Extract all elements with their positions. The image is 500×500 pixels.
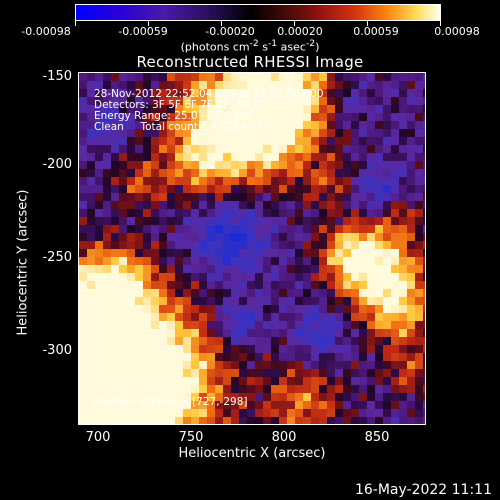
colorbar-tick-label: -0.00059 [118,25,168,38]
x-tick-label: 800 [271,430,297,445]
colorbar-tick-label: -0.00098 [21,25,71,38]
detectors-text: Detectors: 3F 5F 6F 7F 8F, Att 0 [94,99,261,111]
colorbar [75,4,441,21]
colorbar-tick-mark [367,21,368,26]
colorbar-tick-mark [221,21,222,26]
footer-timestamp: 16-May-2022 11:11 [354,482,492,498]
colorbar-tick-mark [75,21,76,26]
colorbar-tick-mark [440,21,441,26]
colorbar-tick-mark [148,21,149,26]
energy-range-text: Energy Range: 25.0 - 50.0 keV [94,110,255,122]
x-tick-label: 850 [364,430,390,445]
y-axis-label: Heliocentric Y (arcsec) [15,189,31,336]
colorbar-tick-label: 0.00020 [277,25,323,38]
x-tick-label: 750 [178,430,204,445]
image-plot-area [78,72,426,425]
x-axis-label: Heliocentric X (arcsec) [178,446,326,461]
colorbar-tick-mark [294,21,295,26]
y-tick-label: -250 [42,250,72,265]
time-range-text: 28-Nov-2012 22:52:04.000 to 22:53:56.000 [94,88,324,100]
colorbar-tick-label: -0.00020 [205,25,255,38]
rhessi-image-map [79,73,425,424]
peak-position-text: Position of Peak = [727,-298] [94,396,248,408]
colorbar-unit-label: (photons cm-2 s-1 asec-2) [180,38,320,54]
y-tick-label: -300 [42,343,72,358]
x-tick-label: 700 [85,430,111,445]
clean-counts-text: Clean Total counts: 4.82E+03 [94,121,263,133]
colorbar-tick-label: 0.00098 [434,25,480,38]
colorbar-tick-label: 0.00059 [353,25,399,38]
y-tick-label: -150 [42,69,72,84]
y-tick-label: -200 [42,157,72,172]
image-title: Reconstructed RHESSI Image [136,53,364,71]
